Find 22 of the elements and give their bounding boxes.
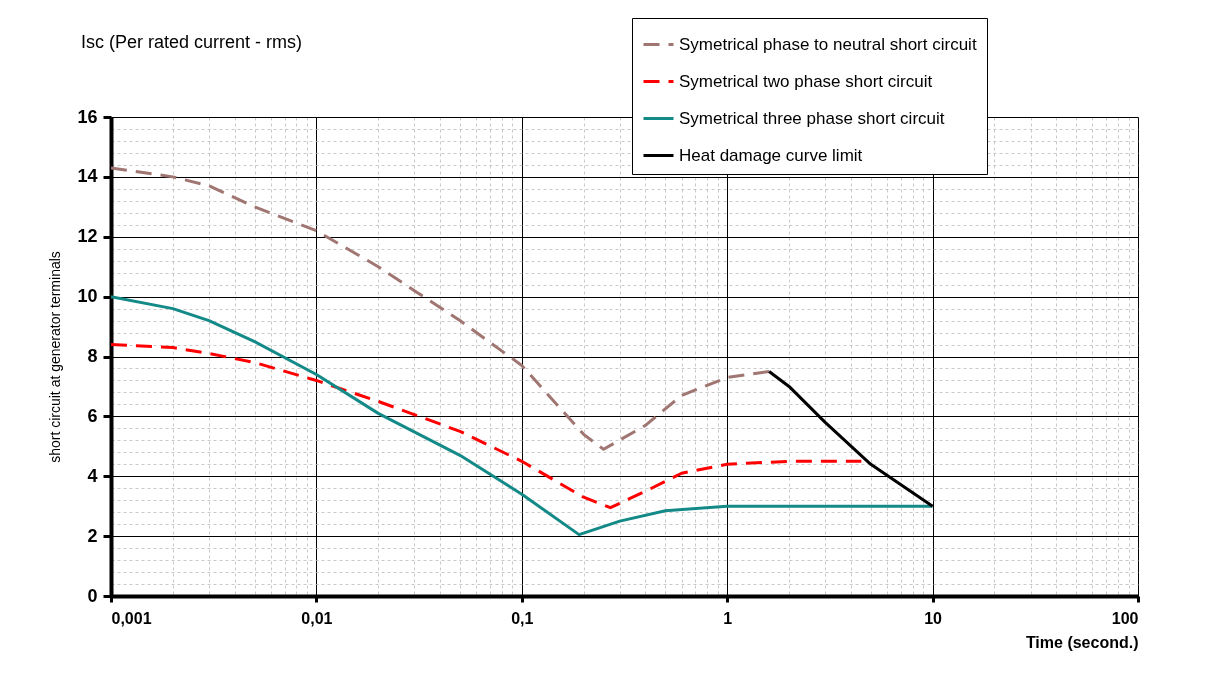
x-tick-label: 10 bbox=[924, 609, 943, 627]
x-tick-label: 1 bbox=[723, 609, 733, 627]
x-tick-label: 0,01 bbox=[301, 609, 333, 627]
y-tick-label: 4 bbox=[87, 465, 98, 486]
y-tick-label: 14 bbox=[77, 166, 98, 187]
y-tick-label: 16 bbox=[77, 106, 98, 127]
legend-label: Symetrical phase to neutral short circuit bbox=[679, 34, 977, 54]
legend-label: Symetrical three phase short circuit bbox=[679, 108, 945, 128]
legend-label: Heat damage curve limit bbox=[679, 145, 863, 165]
x-axis-title: Time (second.) bbox=[1025, 633, 1139, 651]
legend-label: Symetrical two phase short circuit bbox=[679, 71, 933, 91]
y-tick-label: 6 bbox=[87, 405, 98, 426]
y-axis-title: short circuit at generator terminals bbox=[47, 251, 64, 463]
x-tick-label: 0,001 bbox=[111, 609, 152, 627]
y-tick-label: 8 bbox=[87, 346, 98, 366]
y-tick-label: 2 bbox=[87, 525, 98, 546]
x-tick-label: 0,1 bbox=[511, 609, 534, 627]
y-tick-label: 0 bbox=[87, 585, 98, 606]
chart-title: Isc (Per rated current - rms) bbox=[81, 31, 303, 52]
y-tick-label: 12 bbox=[77, 226, 98, 247]
y-tick-label: 10 bbox=[77, 286, 98, 307]
x-tick-label: 100 bbox=[1111, 609, 1139, 627]
